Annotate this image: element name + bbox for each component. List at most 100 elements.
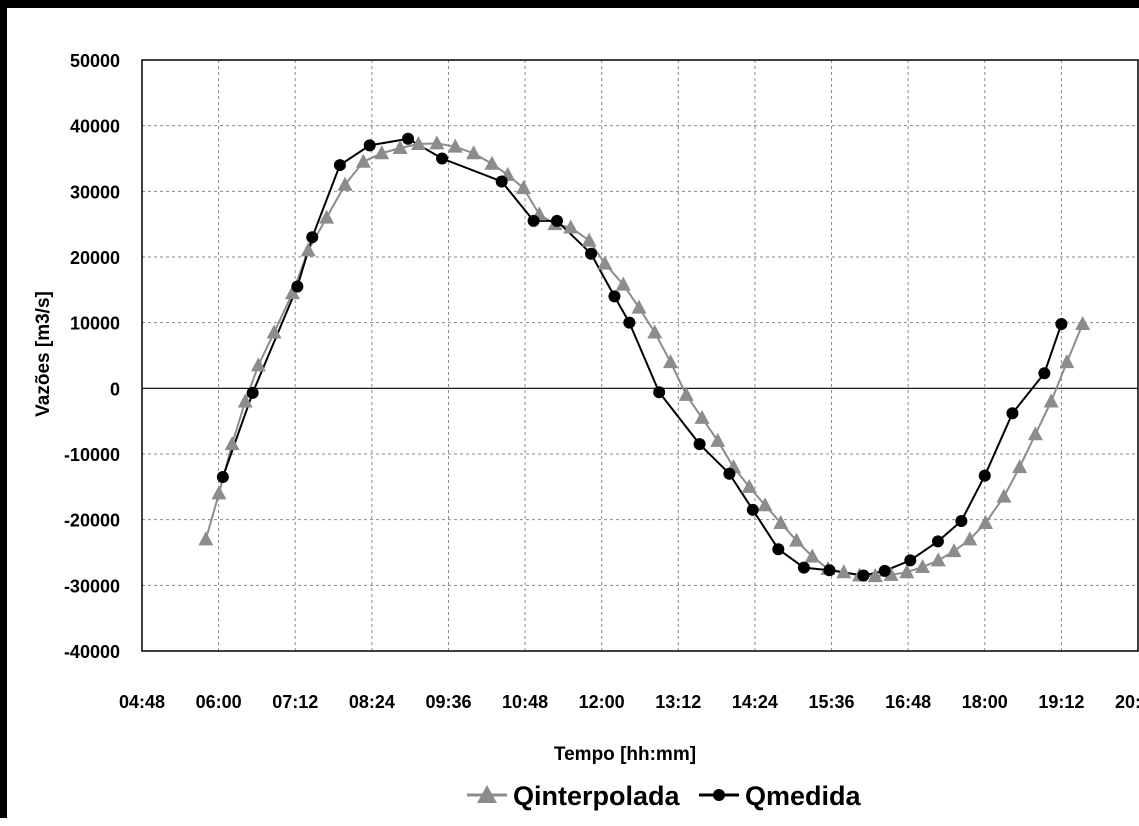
x-tick-label: 12:00 [579,692,625,712]
y-tick-label: 50000 [70,51,120,71]
point-qinterpolada [930,552,946,567]
point-qmedida [1055,317,1068,330]
point-qmedida [693,438,706,451]
point-qinterpolada [484,155,500,170]
point-qinterpolada [392,139,408,154]
point-qinterpolada [678,386,694,401]
point-qinterpolada [300,242,316,257]
point-qinterpolada [1012,459,1028,474]
x-tick-label: 19:12 [1038,692,1084,712]
x-tick-label: 06:00 [196,692,242,712]
point-qinterpolada [597,255,613,270]
point-qmedida [746,503,759,516]
x-tick-label: 15:36 [809,692,855,712]
point-qinterpolada [319,209,335,224]
point-qmedida [436,152,449,165]
x-tick-label: 08:24 [349,692,395,712]
point-qmedida [772,543,785,556]
point-qinterpolada [804,548,820,563]
legend-label-qinterpolada: Qinterpolada [513,781,681,811]
point-qmedida [857,569,870,582]
y-tick-label: 20000 [70,248,120,268]
series-layer [198,132,1091,583]
triangle-marker-icon [477,785,497,803]
legend-item-qinterpolada: Qinterpolada [467,781,681,811]
point-qinterpolada [355,153,371,168]
point-qinterpolada [663,354,679,369]
legend-item-qmedida: Qmedida [699,781,862,811]
point-qinterpolada [1043,393,1059,408]
x-axis-title: Tempo [hh:mm] [554,744,696,765]
point-qinterpolada [284,285,300,300]
point-qinterpolada [237,393,253,408]
point-qmedida [653,386,666,399]
point-qinterpolada [266,324,282,339]
point-qmedida [306,231,319,244]
x-tick-label: 16:48 [885,692,931,712]
point-qinterpolada [250,357,266,372]
point-qinterpolada [337,176,353,191]
point-qinterpolada [883,566,899,581]
point-qmedida [723,467,736,480]
point-qinterpolada [996,488,1012,503]
y-axis-title: Vazões [m3/s] [33,291,54,417]
y-tick-label: -20000 [64,511,120,531]
point-qmedida [585,247,598,260]
y-tick-label: -40000 [64,642,120,662]
point-qinterpolada [978,514,994,529]
point-qmedida [955,514,968,527]
x-tick-label: 04:48 [119,692,165,712]
y-tick-label: -30000 [64,576,120,596]
point-qinterpolada [374,145,390,160]
point-qinterpolada [515,180,531,195]
x-tick-label: 14:24 [732,692,778,712]
point-qinterpolada [836,564,852,579]
point-qinterpolada [694,409,710,424]
point-qmedida [823,564,836,577]
grid-layer [142,60,1138,651]
point-qinterpolada [466,145,482,160]
point-qmedida [904,554,917,567]
point-qinterpolada [1059,354,1075,369]
point-qmedida [623,316,636,329]
legend: Qinterpolada Qmedida [467,781,862,811]
point-qinterpolada [211,485,227,500]
point-qinterpolada [410,136,426,151]
point-qmedida [608,290,621,303]
chart-svg: 50000 40000 30000 20000 10000 0 -10000 -20000 -3… [33,51,1139,811]
point-qmedida [333,159,346,172]
x-tick-label: 10:48 [502,692,548,712]
y-tick-label: 10000 [70,314,120,334]
point-qinterpolada [915,558,931,573]
point-qinterpolada [962,531,978,546]
point-qinterpolada [447,138,463,153]
point-qinterpolada [1075,315,1091,330]
point-qmedida [216,470,229,483]
point-qinterpolada [631,299,647,314]
point-qmedida [363,139,376,152]
x-tick-label: 09:36 [425,692,471,712]
point-qmedida [495,175,508,188]
point-qinterpolada [741,478,757,493]
point-qmedida [1038,367,1051,380]
point-qinterpolada [1027,426,1043,441]
x-tick-label: 18:00 [962,692,1008,712]
point-qinterpolada [429,135,445,150]
point-qinterpolada [867,568,883,583]
x-tick-labels: 04:48 06:00 07:12 08:24 09:36 10:48 12:00 13:12… [119,692,1139,712]
point-qmedida [978,469,991,482]
y-tick-label: 0 [110,379,120,399]
legend-label-qmedida: Qmedida [745,781,862,811]
point-qinterpolada [224,436,240,451]
point-qinterpolada [757,497,773,512]
x-tick-label: 13:12 [655,692,701,712]
point-qmedida [1006,407,1019,420]
point-qinterpolada [563,219,579,234]
point-qinterpolada [615,276,631,291]
point-qinterpolada [710,432,726,447]
point-qmedida [878,564,891,577]
point-qmedida [402,132,415,145]
point-qinterpolada [773,514,789,529]
point-qinterpolada [789,532,805,547]
